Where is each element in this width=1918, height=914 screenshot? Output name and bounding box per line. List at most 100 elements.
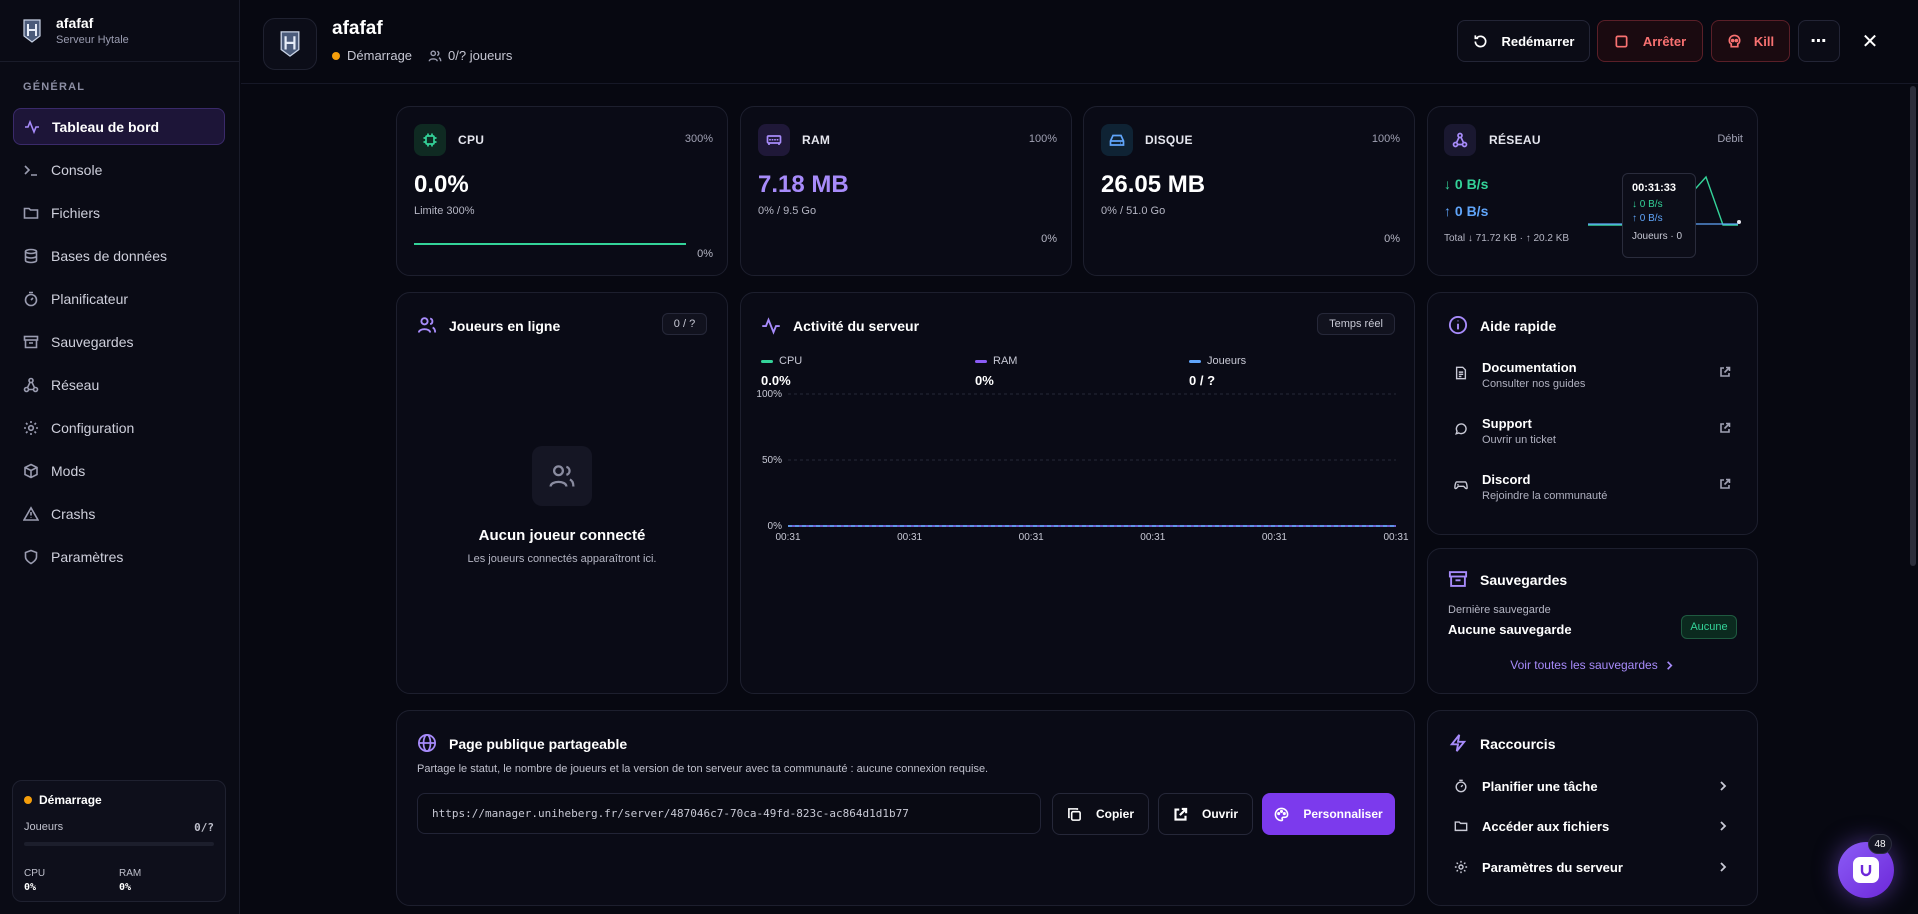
customize-button[interactable]: Personnaliser [1262, 793, 1395, 835]
network-label: RÉSEAU [1489, 133, 1541, 147]
disk-max: 100% [1371, 133, 1400, 145]
external-link-icon [1720, 422, 1731, 433]
sidebar-item-label: Réseau [51, 376, 100, 393]
sidebar-item-label: Fichiers [51, 204, 101, 221]
server-status: Démarrage [347, 48, 413, 63]
restart-button[interactable]: Redémarrer [1457, 20, 1590, 62]
ram-value: 7.18 MB [758, 171, 849, 198]
sidebar: afafaf Serveur Hytale GÉNÉRAL Tableau de… [0, 0, 240, 914]
memory-icon [766, 135, 782, 145]
stop-label: Arrêter [1642, 33, 1687, 49]
shortcut-server-settings[interactable]: Paramètres du serveur [1448, 854, 1737, 880]
chat-logo-icon [1853, 857, 1879, 883]
public-url-field[interactable]: https://manager.uniheberg.fr/server/4870… [417, 793, 1041, 834]
terminal-icon [24, 164, 37, 176]
tooltip-players: Joueurs · 0 [1632, 231, 1683, 242]
view-all-backups-link[interactable]: Voir toutes les sauvegardes [1428, 658, 1757, 672]
sidebar-item-files[interactable]: Fichiers [13, 194, 225, 231]
sidebar-item-label: Sauvegardes [51, 333, 134, 350]
network-rate-label: Débit [1717, 133, 1743, 145]
empty-state-title: Aucun joueur connecté [478, 527, 646, 544]
users-icon [549, 465, 575, 487]
sidebar-item-label: Console [51, 161, 103, 178]
legend-cpu-swatch [761, 359, 773, 363]
sidebar-item-label: Bases de données [51, 247, 167, 264]
players-bar [24, 842, 214, 846]
brand-name: afafaf [56, 15, 94, 31]
sidebar-item-label: Paramètres [51, 548, 124, 565]
ram-max: 100% [1028, 133, 1057, 145]
activity-card: Activité du serveur Temps réel CPU 0.0% … [740, 292, 1415, 694]
public-page-card: Page publique partageable Partage le sta… [396, 710, 1415, 906]
lightning-icon [1449, 734, 1467, 752]
help-support[interactable]: Support Ouvrir un ticket [1448, 416, 1737, 456]
shortcut-files[interactable]: Accéder aux fichiers [1448, 813, 1737, 839]
shield-icon [24, 549, 38, 564]
help-item-subtitle: Ouvrir un ticket [1482, 434, 1556, 446]
disk-card: DISQUE 100% 26.05 MB 0% / 51.0 Go 0% [1083, 106, 1415, 276]
stop-icon [1615, 35, 1628, 47]
x-tick-label: 00:31 [1140, 532, 1165, 543]
sidebar-item-crashes[interactable]: Crashs [13, 495, 225, 532]
cpu-icon [423, 133, 437, 147]
help-item-subtitle: Consulter nos guides [1482, 378, 1586, 390]
realtime-badge: Temps réel [1317, 313, 1395, 335]
kill-button[interactable]: Kill [1711, 20, 1790, 62]
sidebar-item-network[interactable]: Réseau [13, 366, 225, 403]
public-page-title: Page publique partageable [449, 736, 628, 752]
cpu-value: 0% [24, 882, 37, 893]
ram-percent: 0% [1041, 233, 1057, 245]
network-icon [1452, 132, 1468, 148]
database-icon [24, 248, 38, 263]
help-discord[interactable]: Discord Rejoindre la communauté [1448, 472, 1737, 512]
disk-icon-box [1101, 124, 1133, 156]
help-documentation[interactable]: Documentation Consulter nos guides [1448, 360, 1737, 400]
copy-button[interactable]: Copier [1052, 793, 1149, 835]
external-link-icon [1720, 366, 1731, 377]
palette-icon [1274, 807, 1289, 821]
last-backup-value: Aucune sauvegarde [1448, 622, 1572, 637]
sidebar-item-configuration[interactable]: Configuration [13, 409, 225, 446]
timer-icon [1455, 779, 1467, 793]
chevron-right-icon [1720, 862, 1727, 872]
sidebar-item-databases[interactable]: Bases de données [13, 237, 225, 274]
cpu-label: CPU [24, 868, 46, 879]
sidebar-item-settings[interactable]: Paramètres [13, 538, 225, 575]
legend-cpu: CPU 0.0% [761, 355, 802, 388]
brand[interactable]: afafaf Serveur Hytale [0, 0, 239, 62]
notification-badge: 48 [1868, 834, 1892, 854]
more-button[interactable]: ⋯ [1798, 20, 1840, 62]
sidebar-item-backups[interactable]: Sauvegardes [13, 323, 225, 360]
legend-ram-row: RAM [975, 355, 1017, 367]
network-icon [23, 377, 39, 392]
hytale-logo-icon [23, 18, 41, 43]
status-row: Démarrage [24, 793, 214, 807]
customize-label: Personnaliser [1303, 807, 1383, 821]
page-scrollbar[interactable] [1910, 86, 1916, 566]
sidebar-item-mods[interactable]: Mods [13, 452, 225, 489]
legend-ram-label: RAM [993, 355, 1018, 367]
players-title: Joueurs en ligne [449, 318, 561, 334]
shortcut-schedule-task[interactable]: Planifier une tâche [1448, 773, 1737, 799]
sidebar-item-console[interactable]: Console [13, 151, 225, 188]
players-count: 0/? joueurs [448, 48, 513, 63]
network-total: Total ↓ 71.72 KB · ↑ 20.2 KB [1444, 233, 1570, 244]
stop-button[interactable]: Arrêter [1597, 20, 1703, 62]
x-tick-label: 00:31 [897, 532, 922, 543]
public-page-description: Partage le statut, le nombre de joueurs … [417, 763, 989, 775]
players-row: Joueurs 0/? [24, 821, 214, 834]
close-button[interactable]: ✕ [1861, 30, 1879, 53]
sidebar-item-dashboard[interactable]: Tableau de bord [13, 108, 225, 145]
activity-chart: 100%50%0%00:31 00:31 00:31 00:31 00:31 00:31 [756, 389, 1409, 543]
document-icon [1455, 366, 1467, 380]
open-button[interactable]: Ouvrir [1158, 793, 1253, 835]
users-icon [428, 49, 442, 61]
brand-subtitle: Serveur Hytale [56, 34, 129, 46]
external-link-icon [1174, 807, 1188, 821]
folder-icon [23, 207, 39, 219]
sidebar-item-scheduler[interactable]: Planificateur [13, 280, 225, 317]
restart-label: Redémarrer [1501, 33, 1575, 49]
y-tick-label: 100% [756, 389, 782, 400]
activity-title: Activité du serveur [793, 318, 920, 334]
sidebar-item-label: Tableau de bord [52, 118, 160, 135]
